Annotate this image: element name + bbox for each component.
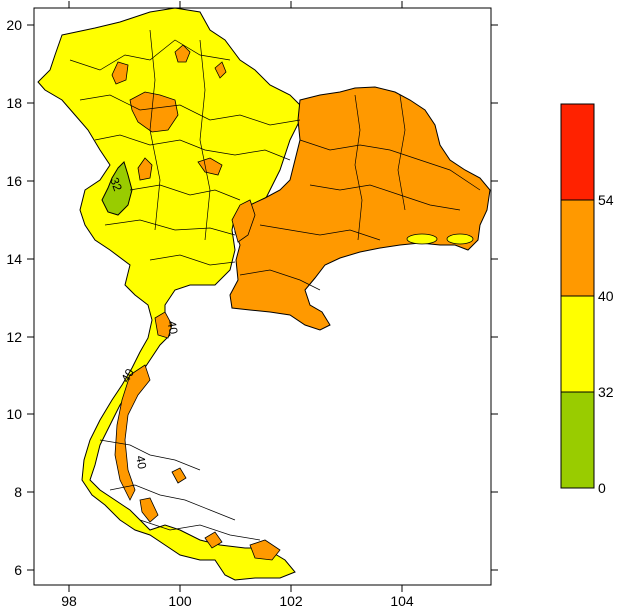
orange-patch-n4 <box>214 61 227 79</box>
x-tick-104: 104 <box>390 593 414 609</box>
colorbar-label-40: 40 <box>598 288 614 304</box>
y-tick-8: 8 <box>14 484 22 500</box>
colorbar-label-54: 54 <box>598 192 614 208</box>
orange-patch-n5 <box>137 157 153 181</box>
contour-label-40-a: 40 <box>164 320 180 336</box>
y-tick-20: 20 <box>6 17 22 33</box>
orange-patch-s3 <box>171 467 187 484</box>
contour-label-40-c: 40 <box>133 454 149 470</box>
colorbar-band-red <box>560 103 595 201</box>
y-tick-12: 12 <box>6 329 22 345</box>
y-tick-18: 18 <box>6 95 22 111</box>
yellow-lens-2 <box>446 233 474 245</box>
orange-patch-s2 <box>139 497 159 523</box>
colorbar-band-yellow <box>560 295 595 393</box>
orange-patch-n2 <box>129 91 179 133</box>
colorbar-band-green <box>560 391 595 489</box>
colorbar-label-32: 32 <box>598 384 614 400</box>
orange-patch-n1 <box>111 61 129 85</box>
contour-label-32: 32 <box>107 176 125 194</box>
yellow-lens-1 <box>406 233 438 245</box>
orange-patch-n6 <box>197 157 223 176</box>
province-boundaries <box>69 29 481 541</box>
orange-patch-s4 <box>204 531 223 549</box>
y-tick-16: 16 <box>6 173 22 189</box>
y-axis <box>27 24 498 571</box>
colorbar-label-0: 0 <box>598 480 606 496</box>
y-tick-14: 14 <box>6 251 22 267</box>
x-axis <box>68 1 403 592</box>
orange-peninsula-strip <box>114 364 151 501</box>
orange-patch-central <box>231 199 256 243</box>
x-tick-98: 98 <box>61 593 77 609</box>
orange-patch-n3 <box>174 44 191 63</box>
land-yellow-main <box>37 7 301 581</box>
x-tick-100: 100 <box>168 593 192 609</box>
y-tick-6: 6 <box>14 562 22 578</box>
colorbar <box>560 103 595 489</box>
x-tick-102: 102 <box>279 593 303 609</box>
colorbar-band-orange <box>560 199 595 297</box>
contour-label-40-b: 40 <box>118 366 137 385</box>
land-green-west <box>101 161 133 216</box>
orange-patch-s5 <box>249 539 281 561</box>
orange-patch-s1 <box>154 311 173 339</box>
y-tick-10: 10 <box>6 406 22 422</box>
